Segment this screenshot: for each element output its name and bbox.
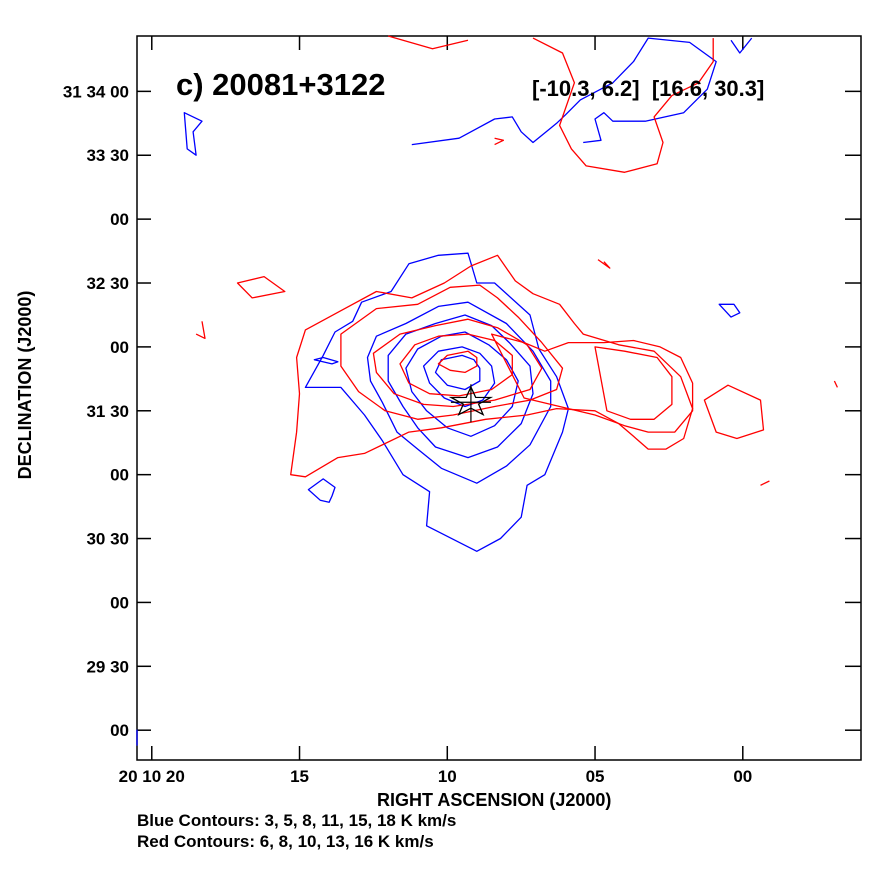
red-contour: [399, 333, 513, 397]
y-tick-label: 33 30: [86, 146, 129, 165]
blue-contours: [136, 37, 753, 746]
red-contour: [372, 318, 543, 408]
y-axis-title: DECLINATION (J2000): [15, 291, 35, 480]
blue-contour: [387, 314, 534, 459]
red-contour: [437, 350, 478, 374]
x-tick-label: 15: [290, 767, 309, 786]
red-contour: [597, 259, 611, 269]
y-tick-label: 30 30: [86, 530, 129, 549]
red-contour: [760, 480, 770, 486]
y-tick-label: 00: [110, 338, 129, 357]
y-tick-label: 31 34 00: [63, 82, 129, 101]
y-axis: 31 34 00 33 30 00 32 30 00 31 30 00 30 30 00 29 3…: [63, 82, 861, 740]
y-tick-label: 00: [110, 466, 129, 485]
blue-contour: [411, 37, 717, 146]
y-tick-label: 31 30: [86, 402, 129, 421]
x-tick-label: 10: [438, 767, 457, 786]
blue-contour: [313, 356, 339, 365]
red-contours: [195, 35, 838, 486]
blue-contour: [307, 478, 336, 503]
chart-title: c) 20081+3122: [176, 67, 385, 102]
blue-contour-caption: Blue Contours: 3, 5, 8, 11, 15, 18 K km/…: [137, 811, 457, 830]
y-tick-label: 00: [110, 593, 129, 612]
blue-contour: [718, 303, 741, 318]
source-marker: [448, 384, 494, 423]
y-tick-label: 29 30: [86, 657, 129, 676]
red-contour: [195, 321, 206, 340]
red-contour: [490, 333, 694, 433]
y-tick-label: 32 30: [86, 274, 129, 293]
red-contour: [532, 37, 714, 173]
blue-contour: [405, 331, 519, 437]
red-contour: [494, 137, 505, 146]
red-contour: [594, 346, 673, 420]
x-tick-label: 00: [733, 767, 752, 786]
red-contour-caption: Red Contours: 6, 8, 10, 13, 16 K km/s: [137, 832, 434, 851]
blue-contour: [366, 301, 552, 484]
red-contour: [388, 35, 469, 50]
x-axis-title: RIGHT ASCENSION (J2000): [377, 790, 611, 810]
blue-contour: [304, 252, 570, 552]
y-tick-label: 00: [110, 721, 129, 740]
blue-contour: [183, 112, 203, 156]
blue-contour: [730, 37, 753, 54]
x-axis: 20 10 20 15 10 05 00: [119, 36, 752, 786]
velocity-range-label: [-10.3, 6.2] [16.6, 30.3]: [532, 76, 764, 101]
red-contour: [236, 275, 286, 299]
blue-contour: [422, 346, 496, 408]
x-tick-label: 05: [586, 767, 605, 786]
red-contour: [703, 384, 765, 440]
red-contour: [290, 254, 694, 478]
red-contour: [340, 284, 564, 420]
red-contour: [833, 380, 838, 388]
x-tick-label: 20 10 20: [119, 767, 185, 786]
y-tick-label: 00: [110, 210, 129, 229]
plot-frame: [136, 35, 862, 761]
